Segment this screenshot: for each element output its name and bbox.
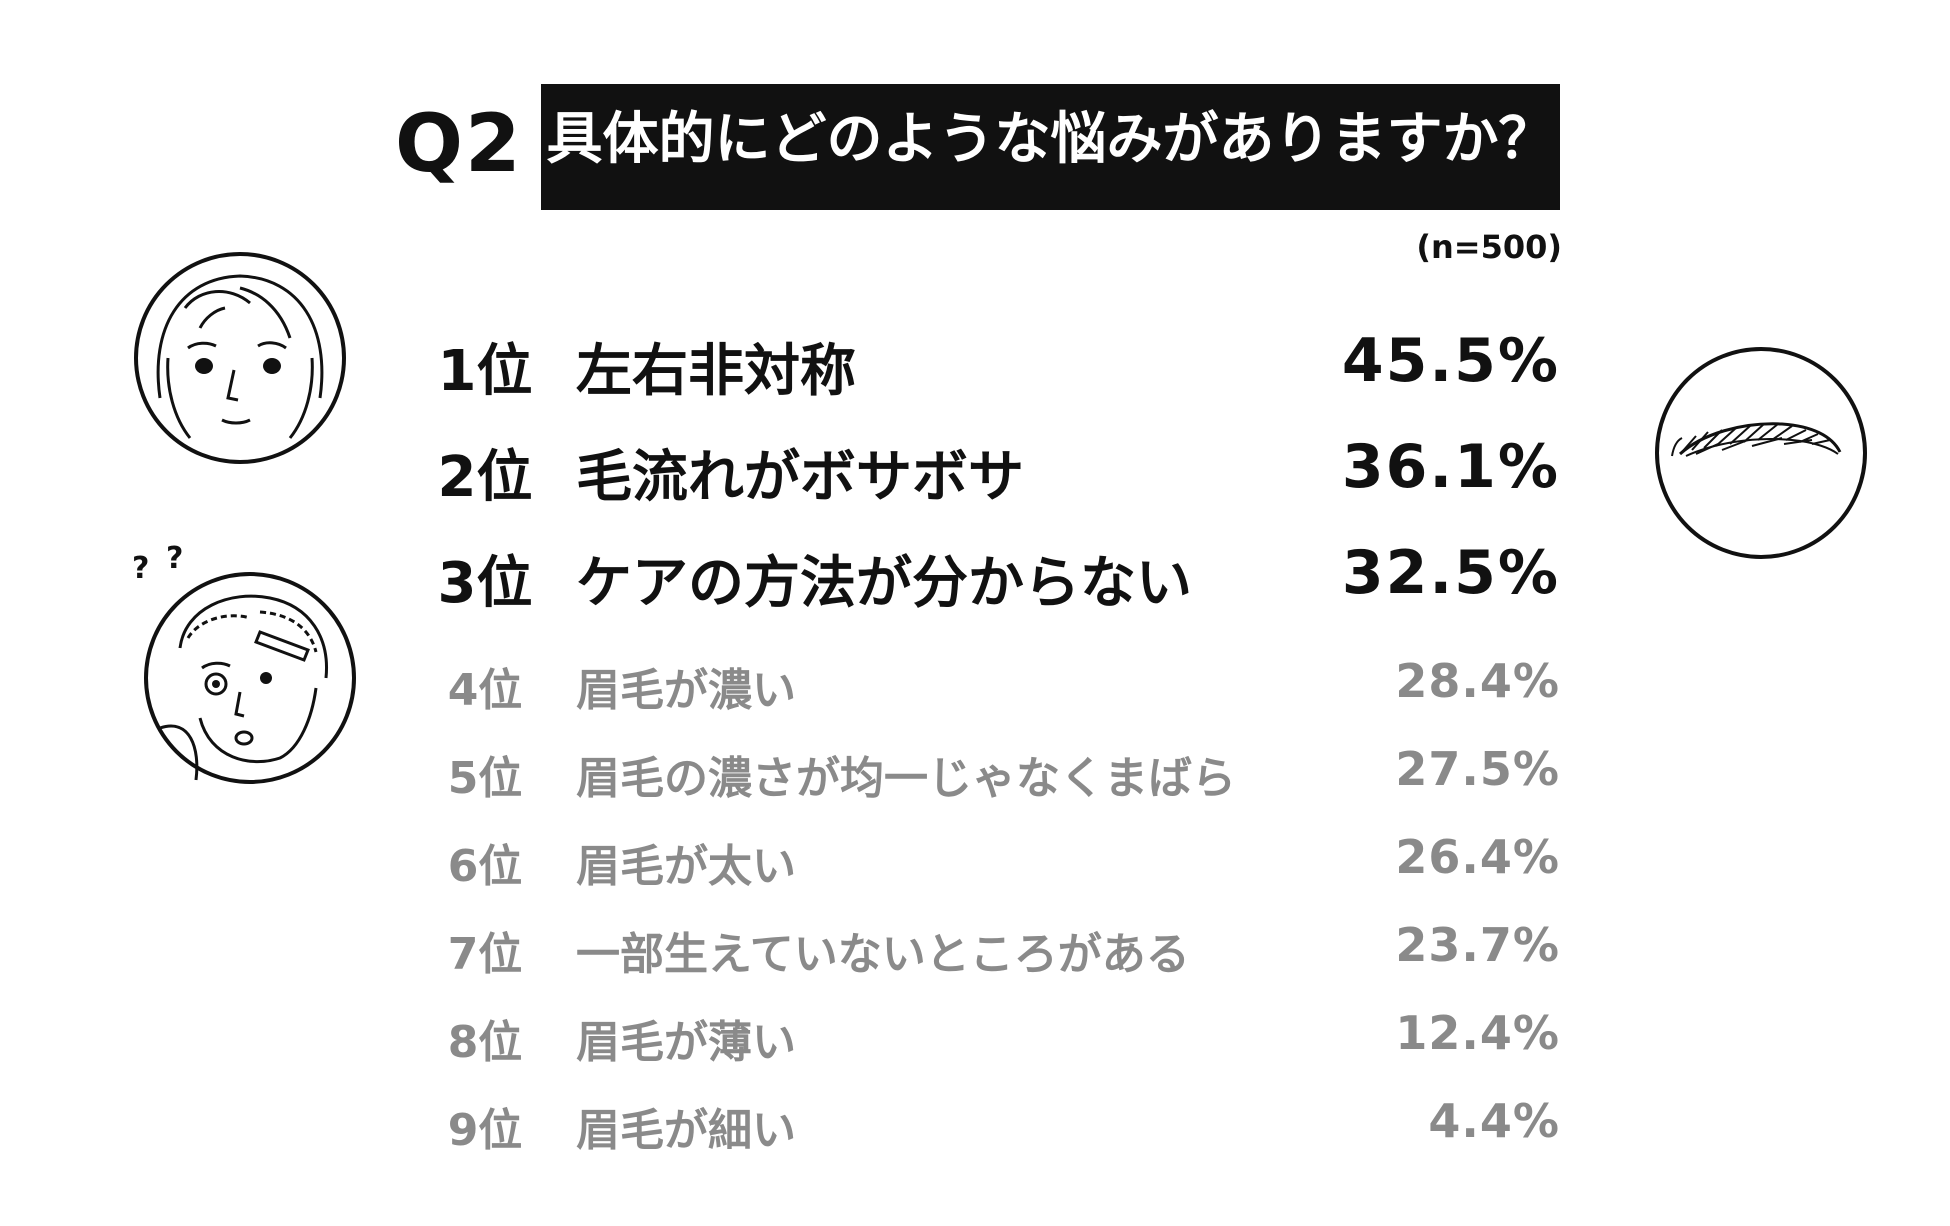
value-label: 12.4% [1395,1006,1560,1060]
rank-label: 9位 [447,1105,523,1156]
question-number: Q2 [395,97,523,190]
rank-label: 4位 [447,665,523,716]
chart-title: 具体的にどのような悩みがありますか？ [546,107,1555,172]
rank-label: 5位 [447,753,523,804]
item-label: 眉毛が薄い [576,1017,796,1068]
value-label: 45.5% [1341,326,1560,396]
ranking-row: 2位 毛流れがボサボサ 36.1% [430,432,1560,510]
item-label: 眉毛が細い [576,1105,796,1156]
value-label: 28.4% [1395,654,1560,708]
rank-label: 8位 [447,1017,523,1068]
item-label: 左右非対称 [576,339,856,404]
ranking-row: 5位 眉毛の濃さが均一じゃなくまばら 27.5% [430,742,1560,812]
value-label: 27.5% [1395,742,1560,796]
rank-label: 3位 [437,551,533,616]
title-banner: 具体的にどのような悩みがありますか？ [541,84,1560,210]
value-label: 26.4% [1395,830,1560,884]
item-label: 眉毛の濃さが均一じゃなくまばら [576,753,1236,804]
ranking-row: 6位 眉毛が太い 26.4% [430,830,1560,900]
value-label: 32.5% [1341,538,1560,608]
ranking-row: 1位 左右非対称 45.5% [430,326,1560,404]
value-label: 36.1% [1341,432,1560,502]
eyebrow-icon [1655,347,1867,559]
question-marks-icon: ? ? [132,541,183,586]
rank-label: 2位 [437,445,533,510]
rank-label: 6位 [447,841,523,892]
svg-text:?: ? [132,551,149,586]
rank-label: 7位 [447,929,523,980]
item-label: 毛流れがボサボサ [576,445,1024,510]
ranking-row: 3位 ケアの方法が分からない 32.5% [430,538,1560,616]
ranking-row: 4位 眉毛が濃い 28.4% [430,654,1560,724]
ranking-row: 7位 一部生えていないところがある 23.7% [430,918,1560,988]
item-label: 一部生えていないところがある [576,929,1190,980]
svg-text:?: ? [166,541,183,576]
item-label: 眉毛が濃い [576,665,796,716]
sample-size: (n=500) [1416,228,1562,266]
value-label: 4.4% [1428,1094,1560,1148]
confused-face-icon [144,572,356,784]
rank-label: 1位 [437,339,533,404]
value-label: 23.7% [1395,918,1560,972]
ranking-row: 8位 眉毛が薄い 12.4% [430,1006,1560,1076]
item-label: ケアの方法が分からない [576,551,1192,616]
ranking-row: 9位 眉毛が細い 4.4% [430,1094,1560,1164]
face-front-icon [134,252,346,464]
item-label: 眉毛が太い [576,841,796,892]
